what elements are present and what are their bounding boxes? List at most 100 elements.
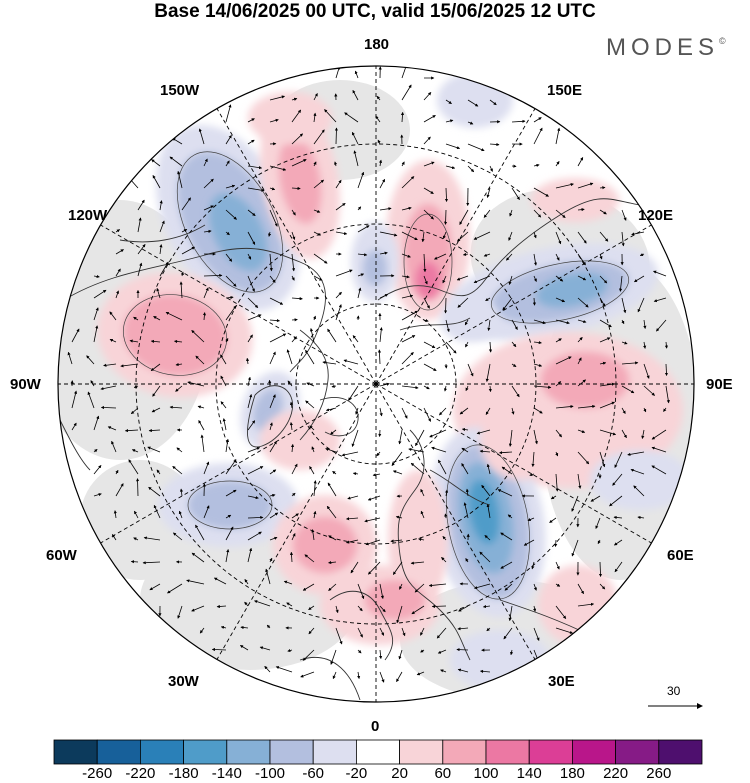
wind-vector <box>331 384 337 388</box>
wind-vector <box>107 426 117 431</box>
wind-vector <box>313 112 317 123</box>
wind-vector <box>335 179 342 189</box>
wind-vector <box>130 560 139 564</box>
wind-vector <box>213 577 227 585</box>
lon-label-120e: 120E <box>638 207 674 224</box>
wind-vector <box>533 363 543 367</box>
wind-vector <box>599 231 609 242</box>
wind-vector <box>483 253 491 257</box>
wind-vector <box>390 539 403 543</box>
wind-vector <box>283 580 293 585</box>
wind-vector <box>555 404 574 409</box>
wind-vector <box>401 275 410 279</box>
wind-vector <box>619 275 623 292</box>
wind-vector <box>352 335 359 343</box>
wind-vector <box>291 133 303 145</box>
wind-vector <box>259 646 271 651</box>
wind-vector <box>133 385 139 388</box>
colorbar-tick-label: 180 <box>559 765 585 782</box>
wind-vector <box>130 407 139 415</box>
wind-vector <box>444 513 448 519</box>
wind-vector <box>577 319 587 324</box>
wind-vector <box>357 287 362 299</box>
wind-vector <box>269 187 276 191</box>
brand-name: MODES <box>606 34 720 61</box>
wind-vector <box>398 649 403 660</box>
brand-mark: © <box>719 36 726 46</box>
wind-vector <box>555 605 567 620</box>
wind-vector <box>485 407 491 415</box>
wind-vector <box>357 171 365 189</box>
wind-vector <box>554 539 558 548</box>
wind-vector <box>500 561 513 569</box>
wind-vector <box>247 420 256 431</box>
wind-vector <box>269 253 273 272</box>
wind-vector <box>506 253 513 261</box>
wind-vector <box>484 535 491 541</box>
coastline <box>429 469 491 506</box>
wind-vector <box>247 515 264 520</box>
wind-vector <box>465 488 469 497</box>
wind-vector <box>643 319 647 330</box>
wind-vector <box>247 297 259 308</box>
wind-vector <box>531 451 535 468</box>
wind-vector <box>330 429 337 435</box>
wind-vector <box>401 627 406 637</box>
wind-vector <box>191 605 205 612</box>
wind-vector <box>203 273 223 278</box>
colorbar-swatch <box>399 739 444 765</box>
wind-vector <box>577 429 586 434</box>
coastline <box>377 198 641 301</box>
wind-vector <box>395 515 403 519</box>
wind-vector <box>286 602 293 607</box>
wind-vector <box>350 561 359 574</box>
wind-vector <box>131 449 139 453</box>
wind-vector <box>555 627 574 634</box>
wind-vector <box>351 131 359 145</box>
wind-vector <box>137 243 146 255</box>
anomaly-blob <box>363 250 387 286</box>
wind-vector <box>664 341 668 349</box>
wind-vector <box>287 380 293 387</box>
wind-vector <box>90 380 95 387</box>
wind-vector <box>577 157 584 167</box>
colorbar-tick-label: -180 <box>168 765 199 782</box>
wind-vector <box>401 407 408 419</box>
wind-vector <box>479 449 491 453</box>
wind-vector <box>269 493 276 497</box>
wind-vector <box>71 390 78 409</box>
wind-vector <box>555 297 566 303</box>
wind-vector <box>291 296 303 301</box>
map-disc-border <box>57 65 695 703</box>
wind-vector <box>325 447 337 453</box>
wind-vector <box>291 336 297 343</box>
wind-vector <box>392 561 403 575</box>
wind-vector <box>401 253 411 258</box>
wind-vector <box>247 314 262 321</box>
wind-vector <box>239 645 249 651</box>
meridian-line <box>100 224 377 385</box>
anomaly-blob <box>404 204 452 300</box>
wind-vector <box>643 407 647 413</box>
wind-vector <box>322 360 337 365</box>
wind-vector <box>133 316 139 321</box>
wind-vector <box>332 470 337 475</box>
wind-vector <box>577 208 585 212</box>
wind-vector <box>379 407 383 417</box>
wind-vector <box>165 311 183 321</box>
wind-vector <box>304 554 315 563</box>
wind-vector <box>247 376 251 387</box>
wind-vector <box>93 274 100 279</box>
wind-vector <box>247 231 256 245</box>
wind-vector <box>309 425 315 431</box>
wind-vector <box>203 287 209 299</box>
wind-vector <box>483 209 491 218</box>
wind-vector <box>335 231 348 236</box>
wind-vector <box>357 649 362 654</box>
wind-vector <box>187 381 205 387</box>
wind-vector <box>269 351 276 365</box>
wind-vector <box>379 382 390 387</box>
colorbar-tick-label: -100 <box>254 765 286 782</box>
wind-vector <box>300 671 315 678</box>
wind-vector <box>595 517 601 529</box>
